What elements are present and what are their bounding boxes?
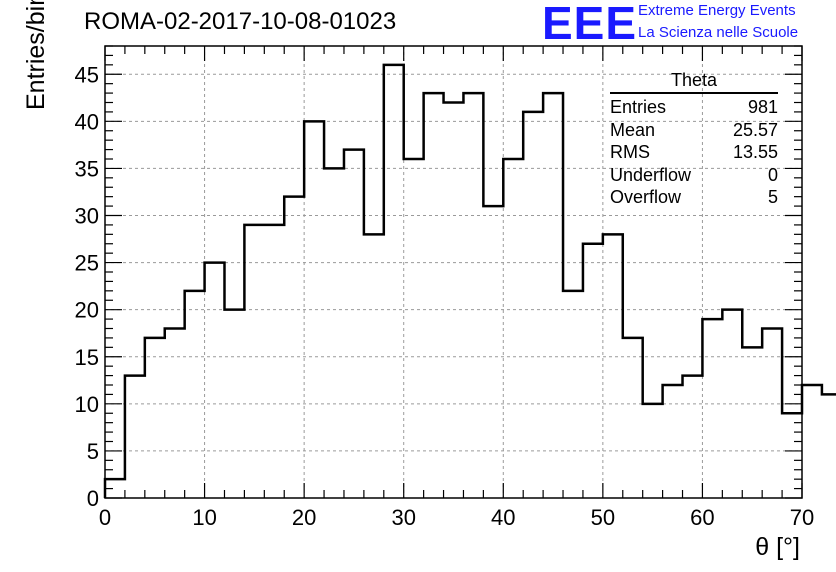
eee-logo: EEE	[542, 0, 638, 49]
stats-value: 981	[747, 97, 778, 117]
histogram-bin	[344, 150, 364, 498]
histogram-bin	[523, 112, 543, 498]
stats-value: 13.55	[732, 142, 778, 162]
y-tick-label: 40	[75, 109, 99, 134]
stats-row-rms: RMS 13.55	[610, 141, 778, 164]
histogram-bin	[802, 385, 822, 498]
histogram-bin	[424, 93, 444, 498]
x-tick-label: 0	[99, 505, 111, 530]
histogram-bin	[324, 168, 344, 498]
y-tick-label: 35	[75, 156, 99, 181]
histogram-bin	[782, 413, 802, 498]
x-axis-label: θ [°]	[755, 533, 800, 561]
histogram-bin	[722, 310, 742, 498]
histogram-bin	[264, 225, 284, 498]
histogram-bin	[244, 225, 264, 498]
stats-value: 5	[767, 187, 778, 207]
histogram-bin	[503, 159, 523, 498]
y-tick-label: 10	[75, 392, 99, 417]
histogram-bin	[822, 394, 836, 498]
stats-row-underflow: Underflow 0	[610, 164, 778, 187]
y-tick-label: 15	[75, 345, 99, 370]
x-tick-label: 20	[292, 505, 316, 530]
stats-value: 0	[767, 164, 778, 185]
plot-frame	[104, 45, 803, 499]
histogram-bin	[762, 329, 782, 499]
x-tick-label: 50	[591, 505, 615, 530]
y-axis-label: Entries/bin	[22, 0, 50, 110]
histogram-bin	[404, 159, 424, 498]
logo-subtitle-2: La Scienza nelle Scuole	[638, 24, 799, 41]
stats-label: Mean	[610, 119, 656, 140]
axis-ticks	[104, 45, 803, 499]
histogram-bin	[384, 65, 404, 498]
run-title: ROMA-02-2017-10-08-01023	[84, 8, 397, 35]
x-tick-label: 10	[192, 505, 216, 530]
histogram-bin	[623, 338, 643, 498]
stats-row-entries: Entries 981	[610, 96, 778, 119]
grid-lines	[105, 46, 802, 498]
histogram-bin	[702, 319, 722, 498]
histogram-bin	[185, 291, 205, 498]
histogram-outline	[103, 63, 836, 498]
y-tick-label: 0	[87, 486, 99, 511]
y-tick-label: 45	[75, 62, 99, 87]
stats-title: Theta	[610, 70, 778, 94]
histogram-bin	[304, 121, 324, 498]
y-tick-label: 5	[87, 439, 99, 464]
histogram-bin	[205, 263, 225, 498]
histogram-bin	[543, 93, 563, 498]
histogram-bin	[224, 310, 244, 498]
histogram-bin	[125, 376, 145, 498]
stats-label: Underflow	[610, 164, 692, 185]
y-tick-label: 30	[75, 204, 99, 229]
x-tick-label: 60	[690, 505, 714, 530]
x-tick-label: 70	[790, 505, 814, 530]
x-tick-label: 30	[391, 505, 415, 530]
histogram-bin	[683, 376, 703, 498]
y-tick-label: 25	[75, 251, 99, 276]
histogram-bin	[444, 103, 464, 499]
logo-subtitle-1: Extreme Energy Events	[638, 2, 796, 19]
stats-row-mean: Mean 25.57	[610, 119, 778, 142]
histogram-bin	[483, 206, 503, 498]
y-tick-label: 20	[75, 298, 99, 323]
histogram-bin	[583, 244, 603, 498]
histogram-bin	[165, 329, 185, 499]
histogram-bin	[364, 234, 384, 498]
histogram-bin	[603, 234, 623, 498]
histogram-bin	[284, 197, 304, 498]
stats-value: 25.57	[732, 119, 778, 140]
stats-box: Theta Entries 981 Mean 25.57 RMS 13.55 U…	[610, 70, 778, 209]
stats-label: Entries	[610, 97, 667, 117]
stats-label: Overflow	[610, 187, 682, 207]
histogram-bin	[145, 338, 165, 498]
histogram-bin	[742, 347, 762, 498]
histogram-bin	[463, 93, 483, 498]
histogram-bin	[643, 404, 663, 498]
histogram-bin	[663, 385, 683, 498]
stats-label: RMS	[610, 142, 650, 162]
x-tick-label: 40	[491, 505, 515, 530]
histogram-bin	[563, 291, 583, 498]
stats-row-overflow: Overflow 5	[610, 186, 778, 209]
